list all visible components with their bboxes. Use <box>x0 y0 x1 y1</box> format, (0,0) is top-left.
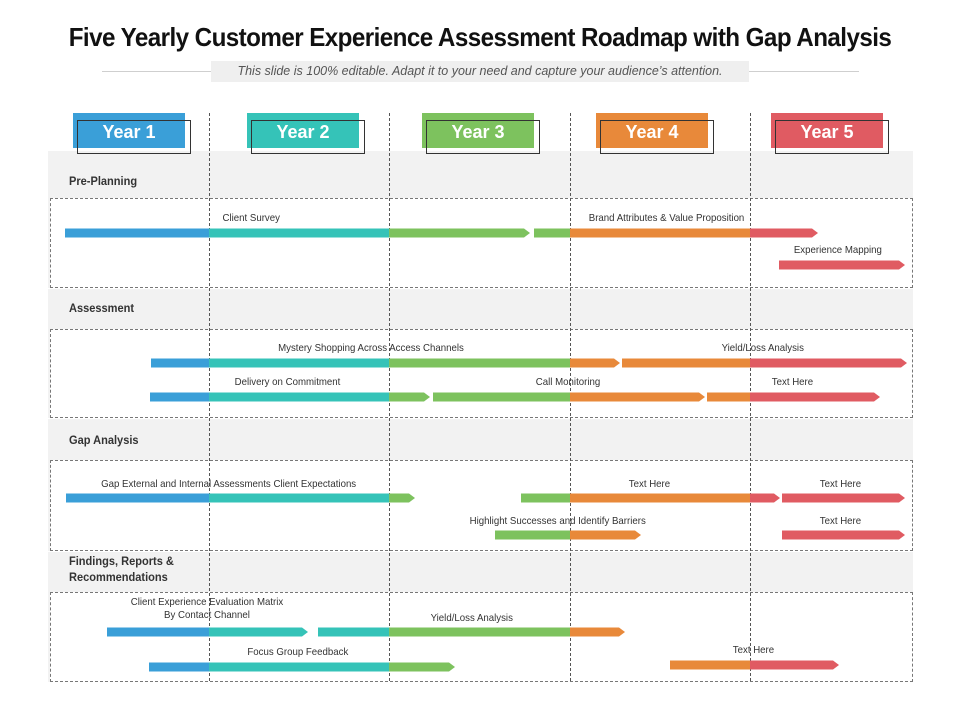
section-label-gap-analysis: Gap Analysis <box>69 433 139 447</box>
year-3-cap <box>422 113 534 117</box>
task-label-highlight-successes: Highlight Successes and Identify Barrier… <box>469 515 646 527</box>
year-4-cap <box>596 113 708 117</box>
task-label-brand-attributes: Brand Attributes & Value Proposition <box>588 212 745 224</box>
task-label-client-survey: Client Survey <box>222 212 280 224</box>
section-label-findings: Findings, Reports & Recommendations <box>69 554 174 584</box>
task-label-call-monitoring: Call Monitoring <box>535 376 601 388</box>
year-2-cap <box>247 113 359 117</box>
task-label-focus-group-feedback: Focus Group Feedback <box>247 646 349 658</box>
task-label-delivery-on-commitment: Delivery on Commitment <box>234 376 341 388</box>
section-label-pre-planning: Pre-Planning <box>69 174 138 188</box>
year-divider-2 <box>389 113 390 681</box>
task-label-yield-loss-analysis: Yield/Loss Analysis <box>721 342 804 354</box>
year-4-header: Year 4 <box>596 116 714 154</box>
page-title: Five Yearly Customer Experience Assessme… <box>68 22 892 52</box>
year-3-header: Year 3 <box>422 116 540 154</box>
task-label-experience-mapping: Experience Mapping <box>793 244 882 256</box>
year-1-cap <box>73 113 185 117</box>
section-label-assessment: Assessment <box>69 301 135 315</box>
task-label-text-here: Text Here <box>819 515 862 527</box>
task-label-text-here: Text Here <box>819 478 862 490</box>
year-2-header: Year 2 <box>247 116 365 154</box>
year-1-header: Year 1 <box>73 116 191 154</box>
year-5-header: Year 5 <box>771 116 889 154</box>
subtitle: This slide is 100% editable. Adapt it to… <box>211 61 749 82</box>
task-label-mystery-shopping: Mystery Shopping Across Access Channels <box>278 342 464 354</box>
subtitle-rule-left <box>102 71 211 72</box>
task-label-text-here: Text Here <box>771 376 814 388</box>
section-box-pre-planning <box>50 198 913 288</box>
subtitle-rule-right <box>749 71 859 72</box>
year-divider-3 <box>570 113 571 681</box>
year-divider-4 <box>750 113 751 681</box>
task-label-gap-external-internal: Gap External and Internal Assessments Cl… <box>101 478 357 490</box>
task-label-text-here: Text Here <box>628 478 671 490</box>
task-label-yield-loss-analysis: Yield/Loss Analysis <box>430 612 513 624</box>
section-box-assessment <box>50 329 913 418</box>
task-label-client-experience-matrix: Client Experience Evaluation Matrix By C… <box>130 596 284 621</box>
task-label-text-here: Text Here <box>732 644 775 656</box>
year-5-cap <box>771 113 883 117</box>
section-box-gap-analysis <box>50 460 913 551</box>
